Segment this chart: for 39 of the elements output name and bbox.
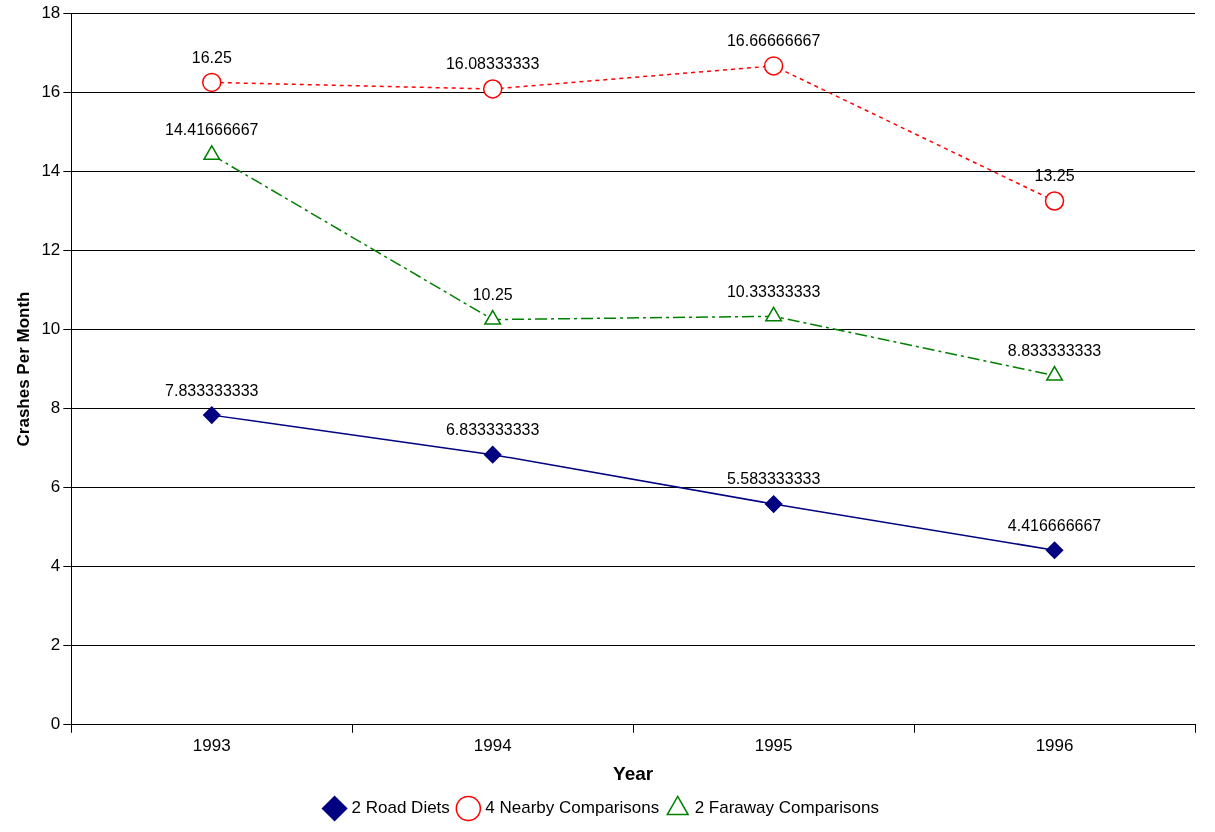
point xyxy=(202,72,222,93)
data-label: 4.416666667 xyxy=(1007,516,1102,534)
x-tick-label: 1994 xyxy=(473,735,512,755)
point xyxy=(203,406,221,424)
data-label: 10.33333333 xyxy=(726,282,821,300)
data-label: 8.833333333 xyxy=(1007,342,1102,359)
data-label: 7.833333333 xyxy=(165,381,259,399)
legend-label: 2 Road Diets xyxy=(351,798,450,818)
x-tick-label: 1996 xyxy=(1035,735,1074,755)
y-tick-label: 14 xyxy=(41,161,61,181)
data-label: 5.583333333 xyxy=(726,470,821,488)
y-tick-label: 8 xyxy=(50,398,61,418)
point xyxy=(482,79,503,99)
point xyxy=(764,495,783,513)
point xyxy=(203,145,221,161)
x-axis-title: Year xyxy=(613,762,654,784)
data-label: 14.41666667 xyxy=(165,121,259,139)
data-label: 6.833333333 xyxy=(445,421,540,439)
x-tick-label: 1993 xyxy=(192,735,231,755)
point xyxy=(483,445,502,464)
data-label: 16.08333333 xyxy=(445,55,540,73)
y-tick-label: 16 xyxy=(41,81,61,101)
y-tick-label: 4 xyxy=(50,556,61,576)
data-label: 10.25 xyxy=(472,285,513,303)
y-tick-label: 2 xyxy=(50,635,61,655)
point xyxy=(763,56,784,76)
legend-label: 2 Faraway Comparisons xyxy=(694,798,879,818)
y-tick-label: 6 xyxy=(50,477,61,497)
data-label: 16.66666667 xyxy=(726,32,821,50)
y-tick-label: 0 xyxy=(50,714,61,734)
point xyxy=(1044,191,1065,211)
data-label: 16.25 xyxy=(191,48,232,66)
y-tick-label: 12 xyxy=(41,240,61,260)
legend-label: 4 Nearby Comparisons xyxy=(485,798,660,818)
y-tick-label: 18 xyxy=(41,2,61,22)
y-axis-title: Crashes Per Month xyxy=(13,291,33,447)
x-tick-label: 1995 xyxy=(754,735,793,755)
point xyxy=(1045,541,1064,559)
y-tick-label: 10 xyxy=(41,319,61,339)
